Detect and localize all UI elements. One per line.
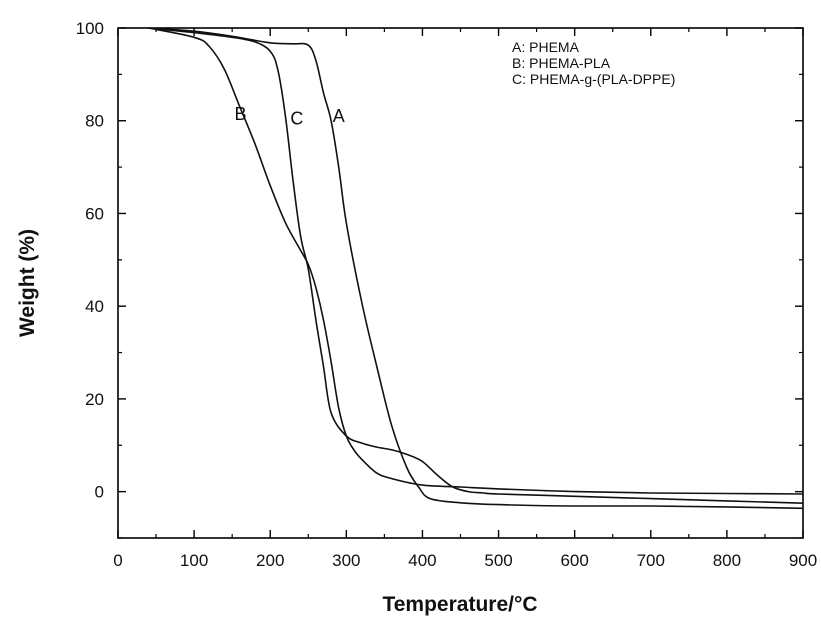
x-axis-title: Temperature/°C <box>382 593 537 616</box>
curves <box>148 27 804 510</box>
x-tick-label: 300 <box>332 551 360 570</box>
x-tick-label: 900 <box>789 551 817 570</box>
y-tick-label: 100 <box>76 19 104 38</box>
legend-entry: B: PHEMA-PLA <box>512 55 611 71</box>
y-tick-label: 0 <box>95 483 104 502</box>
y-tick-label: 60 <box>85 204 104 223</box>
x-tick-label: 400 <box>408 551 436 570</box>
x-tick-label: 0 <box>113 551 122 570</box>
series-line-a <box>148 27 804 510</box>
plot-frame <box>117 27 804 539</box>
x-tick-label: 100 <box>180 551 208 570</box>
x-tick-label: 200 <box>256 551 284 570</box>
x-tick-label: 500 <box>484 551 512 570</box>
curve-label-c: C <box>290 108 303 128</box>
x-tick-label: 600 <box>560 551 588 570</box>
legend-entry: A: PHEMA <box>512 39 580 55</box>
curve-labels: A B C <box>235 104 345 129</box>
tick-labels: 0 100 200 300 400 500 600 700 800 900 0 20 40 60 80 100 <box>76 19 818 570</box>
series-line-b <box>148 27 804 495</box>
x-tick-label: 700 <box>637 551 665 570</box>
x-tick-label: 800 <box>713 551 741 570</box>
curve-label-b: B <box>235 104 247 124</box>
y-tick-label: 40 <box>85 297 104 316</box>
legend-entry: C: PHEMA-g-(PLA-DPPE) <box>512 71 675 87</box>
y-tick-label: 80 <box>85 112 104 131</box>
tick-marks <box>117 27 804 539</box>
series-line-c <box>148 27 804 504</box>
y-tick-label: 20 <box>85 390 104 409</box>
curve-label-a: A <box>333 106 345 126</box>
y-axis-title: Weight (%) <box>16 229 39 337</box>
